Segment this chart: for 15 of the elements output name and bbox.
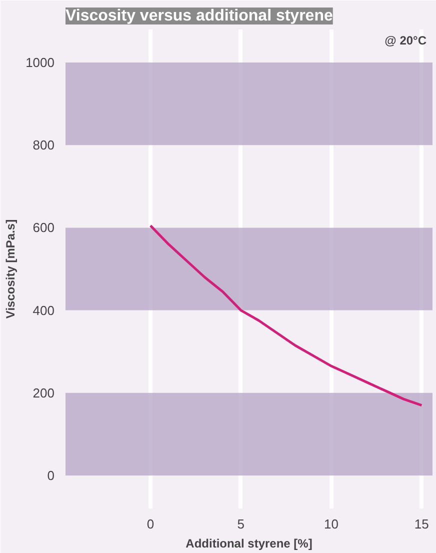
x-tick-label: 10 bbox=[324, 516, 338, 532]
x-tick-label: 15 bbox=[414, 516, 429, 532]
y-tick-label: 800 bbox=[32, 138, 55, 153]
y-tick-label: 200 bbox=[32, 385, 55, 400]
x-tick-label: 0 bbox=[146, 516, 154, 532]
y-tick-label: 600 bbox=[32, 220, 55, 236]
x-tick-label: 5 bbox=[237, 516, 244, 532]
line-series bbox=[149, 224, 423, 407]
y-tick-label: 1000 bbox=[26, 55, 54, 70]
y-axis-title: Viscosity [mPa.s] bbox=[4, 219, 18, 319]
annotation: @ 20°C bbox=[384, 34, 427, 48]
x-axis-title: Additional styrene [%] bbox=[186, 536, 312, 550]
y-tick-label: 0 bbox=[47, 468, 55, 483]
chart-title: Viscosity versus additional styrene bbox=[66, 8, 333, 24]
y-tick-label: 400 bbox=[32, 302, 55, 318]
